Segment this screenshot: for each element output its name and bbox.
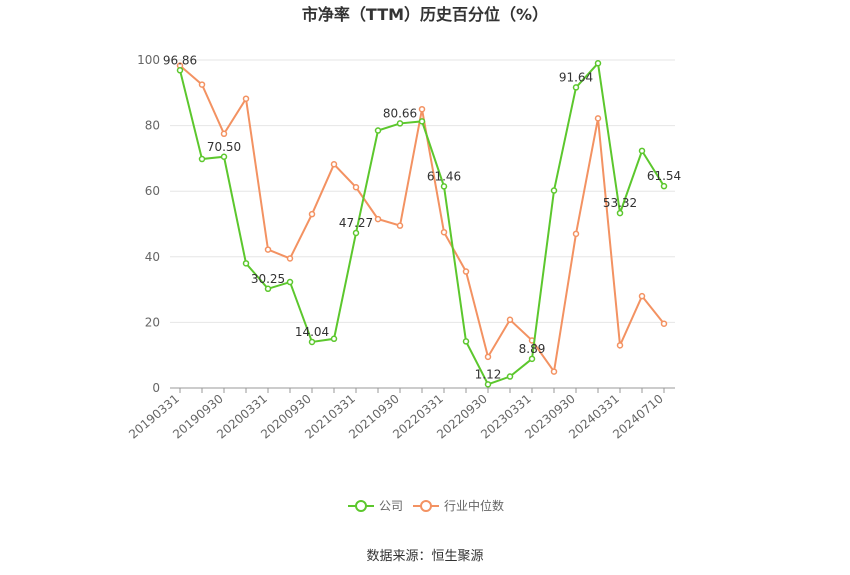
data-point <box>616 342 624 349</box>
chart-title: 市净率（TTM）历史百分位（%） <box>302 5 548 24</box>
legend-label: 行业中位数 <box>444 498 504 513</box>
data-point <box>176 67 184 74</box>
data-point <box>484 381 492 388</box>
data-point <box>374 215 382 223</box>
data-label: 53.32 <box>603 196 637 210</box>
data-label: 47.27 <box>339 216 373 230</box>
data-label: 96.86 <box>163 53 197 67</box>
legend[interactable]: 公司 行业中位数 <box>348 498 504 513</box>
data-point <box>506 373 514 380</box>
data-point <box>528 355 536 363</box>
data-point <box>286 278 294 286</box>
y-axis: 0 20 40 60 80 100 <box>137 53 160 395</box>
plot-area: 96.86 70.50 30.25 14.04 47.27 80.66 61.46 1.12 8… <box>163 53 681 388</box>
data-point <box>220 130 228 138</box>
data-point <box>352 184 360 191</box>
data-point <box>462 268 470 275</box>
y-tick-label: 20 <box>145 315 160 329</box>
data-point <box>330 161 338 168</box>
data-label: 30.25 <box>251 272 285 286</box>
y-tick-label: 0 <box>152 381 160 395</box>
data-point <box>594 60 602 67</box>
data-label: 91.64 <box>559 70 593 84</box>
data-point <box>440 228 448 236</box>
legend-label: 公司 <box>379 499 403 513</box>
data-label: 80.66 <box>383 106 417 120</box>
y-tick-label: 100 <box>137 53 160 67</box>
legend-item[interactable]: 行业中位数 <box>413 498 504 513</box>
x-axis: 2019033120190930202003312020093020210331… <box>126 387 675 442</box>
data-point <box>286 255 294 262</box>
data-point <box>638 147 646 155</box>
data-label: 14.04 <box>295 325 329 339</box>
y-tick-label: 40 <box>145 250 160 264</box>
y-tick-label: 80 <box>145 119 160 133</box>
data-point <box>506 316 514 324</box>
data-point <box>198 155 206 163</box>
data-point <box>374 127 382 134</box>
data-point <box>264 246 272 253</box>
legend-item[interactable]: 公司 <box>348 499 403 513</box>
data-point <box>418 118 426 125</box>
data-point <box>594 115 602 122</box>
data-point <box>572 84 580 91</box>
data-label: 8.89 <box>519 342 546 356</box>
data-label: 70.50 <box>207 140 241 154</box>
data-point <box>308 338 316 346</box>
data-label: 61.46 <box>427 169 461 183</box>
grid <box>170 59 675 323</box>
y-tick-label: 60 <box>145 184 160 198</box>
data-point <box>616 209 624 217</box>
data-point <box>396 222 404 229</box>
data-point <box>550 368 558 375</box>
data-point <box>418 105 426 113</box>
data-point <box>198 81 206 88</box>
data-point <box>396 120 404 127</box>
data-point <box>242 95 250 102</box>
data-point <box>440 183 448 190</box>
legend-marker <box>420 500 432 512</box>
data-label: 61.54 <box>647 169 681 183</box>
data-label: 1.12 <box>475 367 502 381</box>
data-point <box>242 260 250 267</box>
data-point <box>550 187 558 194</box>
data-point <box>308 210 316 218</box>
data-point <box>330 335 338 343</box>
data-point <box>352 229 360 237</box>
source-text: 数据来源：恒生聚源 <box>366 549 483 564</box>
data-point <box>638 292 646 300</box>
data-point <box>220 153 228 161</box>
data-point <box>660 182 668 190</box>
legend-marker <box>355 500 367 512</box>
data-point <box>484 353 492 361</box>
data-point <box>462 338 470 345</box>
data-point <box>572 230 580 238</box>
data-point <box>660 320 668 327</box>
data-point <box>264 285 272 293</box>
